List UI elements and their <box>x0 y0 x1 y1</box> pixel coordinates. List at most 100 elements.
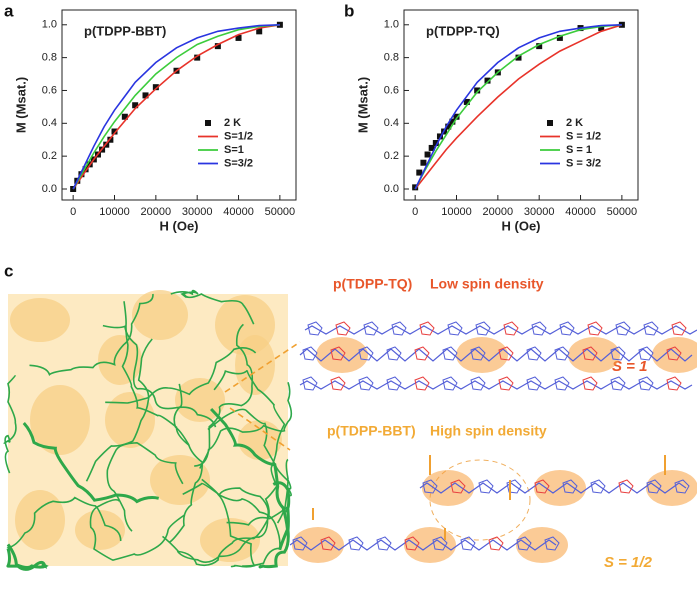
domain <box>98 335 142 385</box>
legend-label: S = 3/2 <box>566 157 601 169</box>
connector <box>224 341 301 393</box>
ring <box>526 346 542 361</box>
ring <box>376 536 392 551</box>
polymer-chain <box>170 289 255 325</box>
ring <box>419 321 435 336</box>
y-axis-label: M (Msat.) <box>355 77 370 133</box>
y-axis-label: M (Msat.) <box>13 77 28 133</box>
ring <box>618 479 634 494</box>
ring <box>554 346 570 361</box>
ring <box>544 536 560 551</box>
spin-density: High spin density <box>430 423 547 439</box>
glow <box>652 337 697 373</box>
x-tick-label: 30000 <box>524 206 555 218</box>
data-point <box>111 128 118 135</box>
ring <box>307 321 323 336</box>
ring <box>348 536 364 551</box>
data-point <box>536 43 543 50</box>
data-point <box>132 102 139 109</box>
data-point <box>121 113 128 120</box>
y-tick-label: 0.8 <box>384 52 399 64</box>
series-line <box>72 24 280 190</box>
spin-value: S = 1/2 <box>604 554 653 571</box>
plot-title: p(TDPP-TQ) <box>426 23 500 38</box>
plot-title: p(TDPP-BBT) <box>84 23 166 38</box>
data-point <box>432 140 439 147</box>
ring <box>442 346 458 361</box>
x-tick-label: 40000 <box>565 206 596 218</box>
ring <box>666 346 682 361</box>
legend-label: S = 1 <box>566 144 592 156</box>
x-tick-label: 20000 <box>141 206 172 218</box>
data-point <box>598 25 605 32</box>
ring <box>610 376 626 391</box>
molecule-backbone <box>304 325 697 335</box>
x-tick-label: 20000 <box>483 206 514 218</box>
film-illustration <box>3 289 293 571</box>
ring <box>358 346 374 361</box>
series-line <box>414 24 622 190</box>
domain <box>10 298 70 342</box>
ring <box>638 376 654 391</box>
ring <box>610 346 626 361</box>
ring <box>488 536 504 551</box>
ring <box>450 479 466 494</box>
ring <box>460 536 476 551</box>
polymer-chain <box>6 496 122 551</box>
polymer-name: p(TDPP-BBT) <box>327 423 416 439</box>
legend-label: 2 K <box>566 117 583 129</box>
legend-label: 2 K <box>224 117 241 129</box>
ring <box>646 479 662 494</box>
x-tick-label: 50000 <box>265 206 296 218</box>
ring <box>674 479 690 494</box>
polymer-chain <box>22 421 160 504</box>
connector <box>229 407 291 451</box>
domain <box>200 518 260 562</box>
data-point <box>82 166 89 173</box>
panel-label: a <box>4 1 14 20</box>
domain <box>75 510 125 550</box>
polymer-chain <box>6 543 49 571</box>
data-point <box>436 133 443 140</box>
x-tick-label: 10000 <box>99 206 130 218</box>
series-line <box>414 24 623 190</box>
ring <box>292 536 308 551</box>
ring <box>503 321 519 336</box>
polymer-chain <box>162 481 281 567</box>
ring <box>386 376 402 391</box>
legend-marker <box>547 120 553 126</box>
series-line <box>72 24 280 190</box>
panel-label: b <box>344 1 354 20</box>
molecule-backbone <box>289 539 557 551</box>
ring <box>587 321 603 336</box>
data-point <box>428 144 435 151</box>
domain <box>30 385 90 455</box>
ring <box>335 321 351 336</box>
polymer-chain <box>169 383 204 543</box>
y-tick-label: 0.4 <box>384 117 399 129</box>
data-point <box>453 113 460 120</box>
data-point <box>152 84 159 91</box>
x-axis-label: H (Oe) <box>502 218 541 233</box>
ring <box>516 536 532 551</box>
panel-label: c <box>4 261 13 280</box>
plot-frame <box>403 9 639 201</box>
polymer-chain <box>201 478 256 568</box>
y-tick-label: 1.0 <box>42 19 57 31</box>
data-point <box>214 43 221 50</box>
polymer-chain <box>105 347 257 404</box>
domain <box>105 392 155 448</box>
legend-label: S = 1/2 <box>566 130 601 142</box>
polymer-chain <box>29 293 154 377</box>
polymer-chain <box>213 369 286 488</box>
ring <box>615 321 631 336</box>
x-tick-label: 0 <box>70 206 76 218</box>
y-tick-label: 1.0 <box>384 19 399 31</box>
data-point <box>515 54 522 61</box>
data-point <box>235 34 242 41</box>
ring <box>534 479 550 494</box>
polymer-chain <box>106 441 184 532</box>
ring <box>506 479 522 494</box>
ring <box>643 321 659 336</box>
